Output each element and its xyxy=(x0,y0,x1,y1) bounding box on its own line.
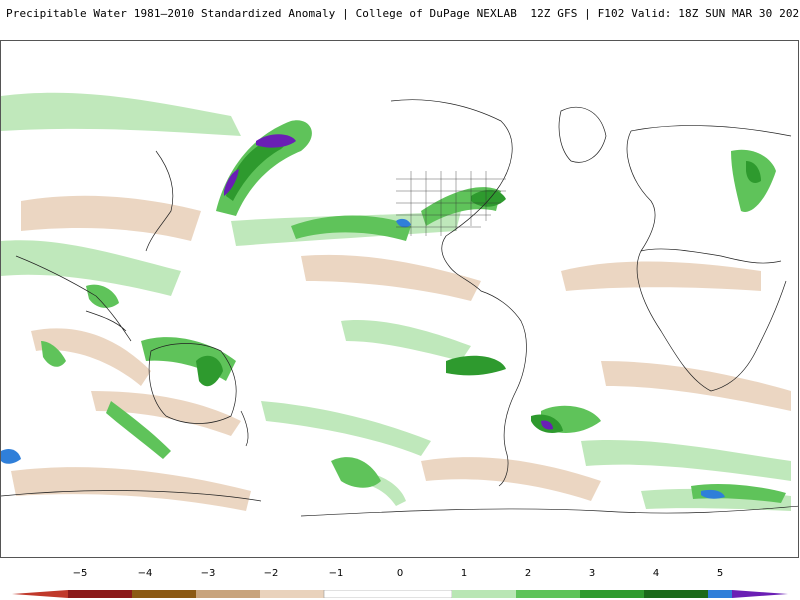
colorbar-swatch-minus4 xyxy=(68,590,132,598)
colorbar-tick-2: 2 xyxy=(524,568,532,579)
colorbar-swatch-2 xyxy=(516,590,580,598)
chart-title: Precipitable Water 1981–2010 Standardize… xyxy=(6,7,800,20)
colorbar-tick-0: 0 xyxy=(396,568,404,579)
coastlines xyxy=(1,99,798,517)
colorbar-swatch-zero xyxy=(323,590,453,598)
moisture-plumes xyxy=(1,120,786,503)
colorbar-tick-minus3: −3 xyxy=(200,568,216,579)
colorbar-swatch-minus1 xyxy=(260,590,324,598)
colorbar-swatch-minus3 xyxy=(132,590,196,598)
anomaly-map xyxy=(1,92,798,517)
state-borders xyxy=(396,171,506,236)
colorbar-tick-4: 4 xyxy=(652,568,660,579)
header: Precipitable Water 1981–2010 Standardize… xyxy=(0,0,800,40)
colorbar-swatch-minus2 xyxy=(196,590,260,598)
colorbar: −5 −4 −3 −2 −1 0 1 2 3 4 5 xyxy=(0,568,800,600)
colorbar-swatch-minus5 xyxy=(12,590,68,598)
colorbar-swatch-5 xyxy=(708,590,732,598)
colorbar-tick-1: 1 xyxy=(460,568,468,579)
map-panel[interactable] xyxy=(0,40,799,558)
anomaly-shading xyxy=(1,92,791,511)
colorbar-tick-minus5: −5 xyxy=(72,568,88,579)
colorbar-tick-minus2: −2 xyxy=(263,568,279,579)
colorbar-gradient xyxy=(12,590,788,598)
colorbar-swatch-3 xyxy=(580,590,644,598)
colorbar-tick-5: 5 xyxy=(716,568,724,579)
colorbar-swatch-top xyxy=(732,590,788,598)
colorbar-swatch-4 xyxy=(644,590,708,598)
colorbar-tick-minus4: −4 xyxy=(137,568,153,579)
colorbar-tick-3: 3 xyxy=(588,568,596,579)
colorbar-swatch-1 xyxy=(452,590,516,598)
colorbar-tick-minus1: −1 xyxy=(328,568,344,579)
